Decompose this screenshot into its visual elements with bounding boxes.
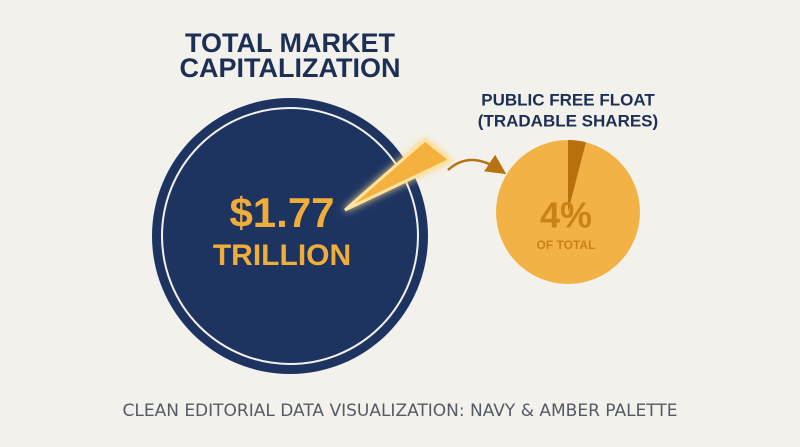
circle-ring	[161, 107, 419, 365]
total-value: $1.77	[229, 189, 334, 236]
float-title-line: (TRADABLE SHARES)	[478, 111, 658, 130]
float-title-line: PUBLIC FREE FLOAT	[481, 90, 655, 109]
pointer-wedge	[344, 138, 453, 212]
title-line: CAPITALIZATION	[180, 53, 401, 83]
float-caption: OF TOTAL	[537, 238, 596, 252]
float-share-wedge	[568, 140, 586, 212]
arrow	[447, 154, 507, 175]
float-share-label: 4%	[540, 195, 592, 236]
footer: CLEAN EDITORIAL DATA VISUALIZATION: NAVY…	[122, 401, 677, 421]
total-unit: TRILLION	[213, 239, 351, 272]
total-circle	[152, 98, 428, 374]
title-line: TOTAL MARKET	[185, 28, 395, 58]
